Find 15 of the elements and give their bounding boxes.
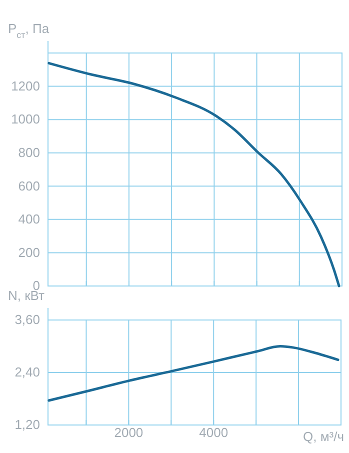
y-tick-label: 400 <box>18 212 40 227</box>
x-tick-label: 4000 <box>199 425 228 440</box>
line-series <box>48 62 340 288</box>
y-tick-label: 1000 <box>11 112 40 127</box>
x-axis-title: Q, м³/ч <box>303 429 344 444</box>
y-tick-label: 800 <box>18 145 40 160</box>
y-tick-label: 1200 <box>11 78 40 94</box>
y-tick-label: 200 <box>18 244 40 260</box>
y-tick-label: 1,20 <box>14 417 40 432</box>
x-tick-label: 2000 <box>114 425 144 440</box>
y-tick-label: 3,60 <box>14 312 40 328</box>
line-series <box>48 345 340 402</box>
y-tick-label: 2,40 <box>14 364 40 380</box>
y-tick-label: 600 <box>18 178 40 194</box>
y-axis-title: P$_{ст}$, Па <box>8 21 50 40</box>
